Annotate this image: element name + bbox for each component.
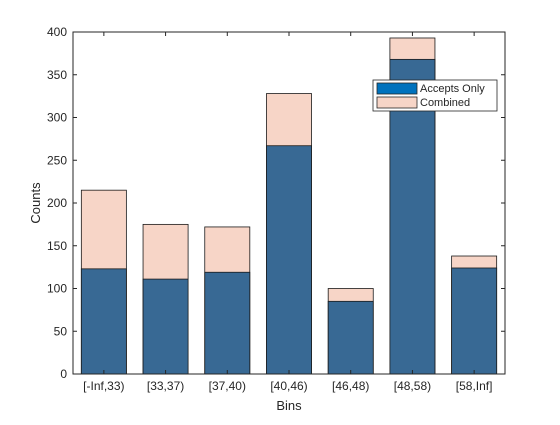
y-tick-label-400: 400 [47,25,67,39]
bar-accepts-only-1 [80,268,127,375]
legend-swatch-accepts-only [376,82,418,95]
y-tick-label-150: 150 [47,239,67,253]
x-tick-label-7: [58,Inf] [456,379,493,393]
x-tick-label-5: [46,48) [332,379,369,393]
x-axis-ticks: [-Inf,33) [33,37) [37,40) [40,46) [46,48) [48… [83,32,492,393]
bar-accepts-only-6 [389,58,436,375]
bar-accepts-only-3 [204,271,251,375]
y-tick-label-300: 300 [47,111,67,125]
y-tick-label-200: 200 [47,196,67,210]
x-tick-label-4: [40,46) [270,379,307,393]
y-tick-label-350: 350 [47,68,67,82]
y-tick-label-50: 50 [54,324,68,338]
legend-label-combined: Combined [420,97,470,109]
bar-accepts-only-4 [266,145,312,375]
x-tick-label-6: [48,58) [394,379,431,393]
y-axis-label: Counts [28,182,43,224]
x-axis-label: Bins [276,398,302,413]
bar-accepts-only-5 [327,300,374,375]
x-tick-label-1: [-Inf,33) [83,379,124,393]
bar-accepts-only-2 [142,278,189,375]
y-tick-label-100: 100 [47,282,67,296]
legend-label-accepts-only: Accepts Only [420,83,485,95]
x-tick-label-3: [37,40) [209,379,246,393]
legend: Accepts Only Combined [372,79,498,112]
x-tick-label-2: [33,37) [147,379,184,393]
bar-accepts-only-7 [451,267,498,375]
accepts-bars [80,58,498,375]
y-tick-label-0: 0 [60,367,67,381]
y-tick-label-250: 250 [47,153,67,167]
y-axis-ticks: 0 50 100 150 200 250 300 350 400 [47,25,505,381]
legend-swatch-combined [376,96,418,109]
